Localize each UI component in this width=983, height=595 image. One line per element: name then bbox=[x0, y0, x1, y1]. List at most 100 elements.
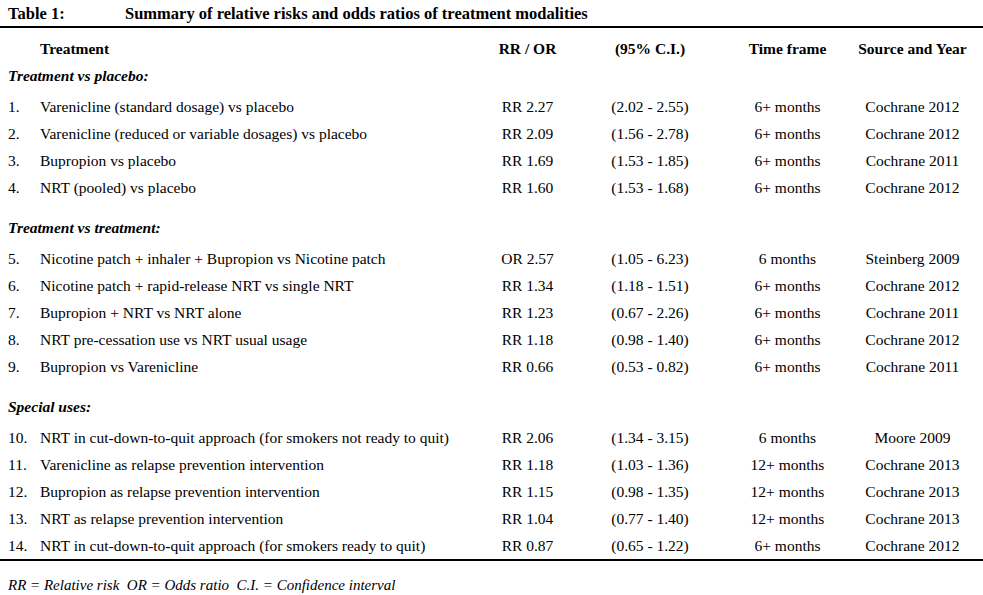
time-frame-cell: 12+ months bbox=[725, 478, 850, 505]
source-cell: Moore 2009 bbox=[850, 424, 975, 451]
treatment-cell: NRT in cut-down-to-quit approach (for sm… bbox=[40, 532, 480, 559]
ci-cell: (0.65 - 1.22) bbox=[575, 532, 725, 559]
ci-cell: (0.67 - 2.26) bbox=[575, 299, 725, 326]
table-row: 12.Bupropion as relapse prevention inter… bbox=[8, 478, 975, 505]
rr-or-cell: RR 1.04 bbox=[480, 505, 575, 532]
summary-table: Treatment RR / OR (95% C.I.) Time frame … bbox=[0, 35, 983, 561]
time-frame-cell: 6+ months bbox=[725, 272, 850, 299]
ci-cell: (1.53 - 1.85) bbox=[575, 147, 725, 174]
row-number-cell: 12. bbox=[8, 478, 40, 505]
ci-cell: (1.53 - 1.68) bbox=[575, 174, 725, 201]
table-title-text: Summary of relative risks and odds ratio… bbox=[125, 5, 975, 23]
row-number-cell: 1. bbox=[8, 93, 40, 120]
source-cell: Cochrane 2011 bbox=[850, 147, 975, 174]
section-row: Special uses: bbox=[8, 393, 975, 420]
abbreviations-footnote: RR = Relative risk OR = Odds ratio C.I. … bbox=[0, 576, 983, 595]
treatment-cell: Bupropion as relapse prevention interven… bbox=[40, 478, 480, 505]
row-number-cell: 4. bbox=[8, 174, 40, 201]
rr-or-cell: OR 2.57 bbox=[480, 245, 575, 272]
ci-cell: (0.77 - 1.40) bbox=[575, 505, 725, 532]
section-heading: Special uses: bbox=[8, 393, 975, 420]
source-cell: Cochrane 2012 bbox=[850, 93, 975, 120]
time-frame-cell: 12+ months bbox=[725, 451, 850, 478]
rr-or-cell: RR 1.69 bbox=[480, 147, 575, 174]
source-cell: Cochrane 2011 bbox=[850, 353, 975, 380]
source-cell: Cochrane 2013 bbox=[850, 451, 975, 478]
ci-cell: (1.56 - 2.78) bbox=[575, 120, 725, 147]
ci-cell: (2.02 - 2.55) bbox=[575, 93, 725, 120]
ci-cell: (0.53 - 0.82) bbox=[575, 353, 725, 380]
table-row: 4.NRT (pooled) vs placeboRR 1.60(1.53 - … bbox=[8, 174, 975, 201]
column-header-rr-or: RR / OR bbox=[480, 35, 575, 62]
paper-table-page: Table 1: Summary of relative risks and o… bbox=[0, 0, 983, 595]
treatment-cell: Nicotine patch + rapid-release NRT vs si… bbox=[40, 272, 480, 299]
rr-or-cell: RR 1.60 bbox=[480, 174, 575, 201]
ci-cell: (1.05 - 6.23) bbox=[575, 245, 725, 272]
rr-or-cell: RR 1.23 bbox=[480, 299, 575, 326]
rr-or-cell: RR 1.15 bbox=[480, 478, 575, 505]
source-cell: Cochrane 2013 bbox=[850, 505, 975, 532]
source-cell: Cochrane 2013 bbox=[850, 478, 975, 505]
header-spacer bbox=[8, 35, 40, 62]
time-frame-cell: 6+ months bbox=[725, 532, 850, 559]
table-row: 14.NRT in cut-down-to-quit approach (for… bbox=[8, 532, 975, 559]
table-row: 8.NRT pre-cessation use vs NRT usual usa… bbox=[8, 326, 975, 353]
section-heading: Treatment vs treatment: bbox=[8, 214, 975, 241]
time-frame-cell: 6+ months bbox=[725, 147, 850, 174]
table-row: 1.Varenicline (standard dosage) vs place… bbox=[8, 93, 975, 120]
section-heading: Treatment vs placebo: bbox=[8, 62, 975, 89]
treatment-cell: NRT in cut-down-to-quit approach (for sm… bbox=[40, 424, 480, 451]
rr-or-cell: RR 1.34 bbox=[480, 272, 575, 299]
ci-cell: (0.98 - 1.40) bbox=[575, 326, 725, 353]
ci-cell: (1.03 - 1.36) bbox=[575, 451, 725, 478]
table-row: 6.Nicotine patch + rapid-release NRT vs … bbox=[8, 272, 975, 299]
row-number-cell: 9. bbox=[8, 353, 40, 380]
time-frame-cell: 6+ months bbox=[725, 120, 850, 147]
table-body: Treatment vs placebo: 1.Varenicline (stan… bbox=[8, 62, 975, 559]
table-row: 10.NRT in cut-down-to-quit approach (for… bbox=[8, 424, 975, 451]
source-cell: Cochrane 2012 bbox=[850, 174, 975, 201]
row-number-cell: 5. bbox=[8, 245, 40, 272]
table-row: 3.Bupropion vs placeboRR 1.69(1.53 - 1.8… bbox=[8, 147, 975, 174]
table-row: 7.Bupropion + NRT vs NRT aloneRR 1.23(0.… bbox=[8, 299, 975, 326]
table-title-bar: Table 1: Summary of relative risks and o… bbox=[0, 0, 983, 28]
row-number-cell: 7. bbox=[8, 299, 40, 326]
table-row: 13.NRT as relapse prevention interventio… bbox=[8, 505, 975, 532]
source-cell: Steinberg 2009 bbox=[850, 245, 975, 272]
row-number-cell: 8. bbox=[8, 326, 40, 353]
treatment-cell: NRT (pooled) vs placebo bbox=[40, 174, 480, 201]
column-header-treatment: Treatment bbox=[40, 35, 480, 62]
treatment-cell: Varenicline as relapse prevention interv… bbox=[40, 451, 480, 478]
source-cell: Cochrane 2012 bbox=[850, 272, 975, 299]
rr-or-cell: RR 1.18 bbox=[480, 451, 575, 478]
time-frame-cell: 12+ months bbox=[725, 505, 850, 532]
treatment-cell: Varenicline (reduced or variable dosages… bbox=[40, 120, 480, 147]
row-number-cell: 13. bbox=[8, 505, 40, 532]
rr-or-cell: RR 0.87 bbox=[480, 532, 575, 559]
column-header-ci: (95% C.I.) bbox=[575, 35, 725, 62]
table-row: 5.Nicotine patch + inhaler + Bupropion v… bbox=[8, 245, 975, 272]
treatment-cell: NRT pre-cessation use vs NRT usual usage bbox=[40, 326, 480, 353]
time-frame-cell: 6+ months bbox=[725, 174, 850, 201]
treatment-cell: Bupropion + NRT vs NRT alone bbox=[40, 299, 480, 326]
rr-or-cell: RR 2.09 bbox=[480, 120, 575, 147]
rr-or-cell: RR 0.66 bbox=[480, 353, 575, 380]
source-cell: Cochrane 2011 bbox=[850, 299, 975, 326]
table-row: 9.Bupropion vs VareniclineRR 0.66(0.53 -… bbox=[8, 353, 975, 380]
time-frame-cell: 6 months bbox=[725, 424, 850, 451]
treatment-cell: Bupropion vs placebo bbox=[40, 147, 480, 174]
ci-cell: (1.34 - 3.15) bbox=[575, 424, 725, 451]
row-number-cell: 11. bbox=[8, 451, 40, 478]
column-header-source: Source and Year bbox=[850, 35, 975, 62]
row-number-cell: 14. bbox=[8, 532, 40, 559]
time-frame-cell: 6+ months bbox=[725, 353, 850, 380]
column-header-time-frame: Time frame bbox=[725, 35, 850, 62]
time-frame-cell: 6+ months bbox=[725, 326, 850, 353]
section-row: Treatment vs placebo: bbox=[8, 62, 975, 89]
table-number-label: Table 1: bbox=[8, 5, 125, 23]
treatment-cell: Bupropion vs Varenicline bbox=[40, 353, 480, 380]
treatment-cell: NRT as relapse prevention intervention bbox=[40, 505, 480, 532]
ci-cell: (0.98 - 1.35) bbox=[575, 478, 725, 505]
row-number-cell: 3. bbox=[8, 147, 40, 174]
source-cell: Cochrane 2012 bbox=[850, 120, 975, 147]
